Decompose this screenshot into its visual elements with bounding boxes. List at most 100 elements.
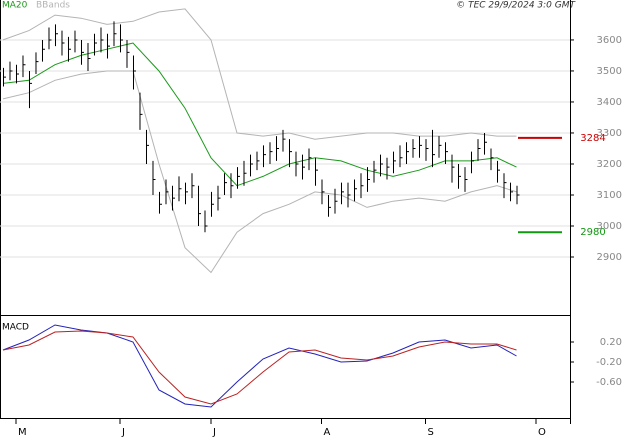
ohlc-bar [61,30,65,56]
ohlc-bar [67,36,71,62]
ohlc-bar [432,129,436,168]
ohlc-bar [15,64,19,84]
series-line [2,42,517,187]
ohlc-bar [126,39,130,68]
x-tick-label: S [428,427,434,438]
ohlc-bar [230,173,234,199]
y-tick-label: 3500 [597,66,622,77]
level-label: 3284 [580,133,605,144]
ohlc-bar [412,139,416,158]
ohlc-bar [178,176,182,202]
level-label: 2980 [580,227,605,238]
y-tick-label: 3600 [597,35,622,46]
ohlc-bar [516,185,520,205]
ohlc-bar [48,27,52,50]
plot-area [0,8,570,274]
ohlc-bar [471,151,475,174]
ohlc-bar [152,160,156,195]
x-tick-label: J [212,427,216,438]
y-tick-label: 3400 [597,97,622,108]
series-line [2,324,517,408]
ohlc-bar [197,185,201,227]
ohlc-bar [41,39,45,62]
plot-area [2,324,517,408]
ohlc-bar [262,145,266,168]
ohlc-bar [184,182,188,205]
ohlc-bar [393,151,396,174]
ohlc-bar [282,129,286,152]
ohlc-bar [347,182,351,208]
ohlc-bar [204,210,208,233]
ohlc-bar [217,185,221,211]
ohlc-bar [353,179,357,202]
ohlc-bar [334,188,338,214]
ohlc-bar [477,139,481,161]
ohlc-bar [445,142,449,164]
y-tick-label: 3200 [597,159,622,170]
ohlc-bar [171,185,175,211]
y-tick-label: -0.60 [596,377,622,388]
ohlc-bar [132,55,136,90]
ohlc-bar [223,173,227,195]
ohlc-bar [54,24,58,47]
ohlc-bar [406,142,410,164]
ohlc-bar [380,154,383,177]
ohlc-bar [373,160,377,183]
ohlc-bar [340,182,344,205]
band-lower [2,70,517,274]
ohlc-bar [464,167,468,192]
ohlc-bar [210,191,214,217]
ohlc-bar [22,55,26,78]
panel-title: MACD [2,323,29,333]
ohlc-bar [425,139,429,161]
ohlc-bar [158,191,162,214]
ohlc-bar [321,179,325,205]
x-tick-label: M [18,427,27,438]
ohlc-bar [2,67,6,87]
ohlc-bar [119,24,123,53]
x-tick-label: O [538,427,546,438]
ohlc-bar [35,52,39,75]
y-tick-label: 0.20 [600,337,622,348]
ohlc-bar [165,179,169,205]
series-line [2,8,517,140]
y-tick-label: 3000 [597,221,622,232]
ohlc-bar [490,148,494,171]
ohlc-bar [295,151,299,177]
ohlc-bar [191,173,195,199]
ohlc-bar [256,151,260,171]
ohlc-bar [243,160,247,186]
ohlc-bar [301,154,305,180]
ohlc-bar [80,39,84,65]
ohlc-bar [451,154,455,183]
y-tick-label: 3300 [597,128,622,139]
ohlc-bar [327,194,331,217]
ohlc-bar [28,70,32,109]
ohlc-bar [288,139,292,168]
ohlc-bar [87,43,91,71]
ohlc-bar [399,145,403,168]
ohlc-bar [145,129,149,164]
ohlc-bar [503,173,507,199]
ohlc-bar [269,142,273,164]
ohlc-bar [438,136,442,158]
ohlc-bar [139,92,143,130]
x-tick-label: A [323,427,330,438]
ohlc-bar [236,167,240,189]
ohlc-bar [484,132,488,155]
ohlc-bar [314,157,318,186]
ohlc-bar [100,27,104,53]
ohlc-bar [9,61,13,81]
ohlc-bar [497,160,501,183]
ohlc-bar [275,136,279,161]
credit: © TEC 29/9/2024 3:0 GMT [456,1,576,11]
ohlc-bar [308,148,312,171]
ohlc-bar [106,33,110,59]
legend-label: MA20 [2,1,28,11]
y-tick-label: -0.20 [596,357,622,368]
ohlc-bar [249,154,253,177]
ohlc-bar [419,136,423,158]
ohlc-bar [367,167,370,192]
ohlc-bar [510,182,514,202]
